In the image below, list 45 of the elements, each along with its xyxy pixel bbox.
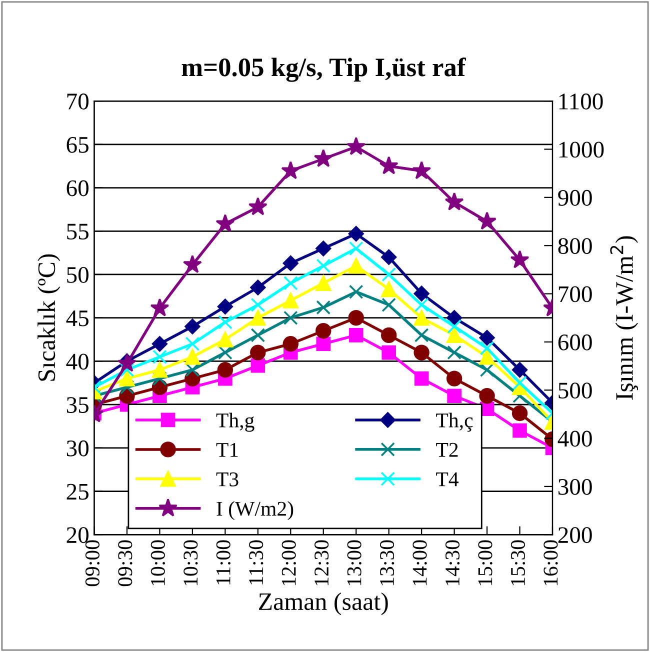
y-axis-title: Sıcaklık (ºC) [38,254,60,381]
x-tick-label: 11:00 [216,540,230,584]
legend-label: T4 [436,472,459,486]
x-tick-label: 14:30 [445,540,460,586]
chart-title: m=0.05 kg/s, Tip I,üst raf [182,57,466,82]
y-tick-label: 50 [67,266,88,283]
x-tick-label: 12:30 [314,540,329,586]
y2-tick-label: 800 [558,238,592,254]
y-tick-label: 70 [67,94,88,110]
y-tick-label: 30 [66,440,88,456]
x-tick-label: 13:30 [380,540,394,586]
x-tick-label: 15:30 [510,540,526,586]
y-tick-label: 25 [66,484,88,500]
x-tick-label: 10:30 [184,540,198,586]
y2-tick-label: 1000 [559,142,604,158]
legend-label: T3 [216,472,238,486]
y2-tick-label: 600 [558,334,592,350]
y2-tick-label: 700 [558,286,592,302]
x-axis-title: Zaman (saat) [258,592,388,616]
legend-label: Th,g [216,412,254,432]
x-tick-label: 10:00 [150,540,166,586]
y-tick-label: 55 [67,224,88,240]
y-tick-label: 65 [66,136,88,153]
legend-label: T2 [436,442,458,457]
y2-tick-label: 1100 [559,94,603,110]
legend-label: I (W/m2) [216,501,294,520]
y-tick-label: 40 [66,354,88,370]
y2-axis-title: Işınım (I-W/m$^{2}$) [610,236,638,400]
y2-tick-label: 500 [558,382,592,399]
y-tick-label: 60 [66,180,88,196]
y-tick-label: 45 [66,310,88,326]
legend-label: Th,ç [436,412,473,432]
x-tick-label: 11:30 [249,540,264,584]
x-tick-label: 16:00 [544,540,558,586]
x-tick-label: 13:00 [347,540,362,586]
y2-tick-label: 200 [558,527,592,544]
legend-label: T1 [216,442,238,457]
x-tick-label: 09:30 [118,540,132,586]
x-tick-label: 14:00 [412,540,427,586]
y-tick-label: 35 [66,397,88,413]
x-tick-label: 12:00 [282,540,296,586]
y2-tick-label: 400 [558,430,592,447]
y2-tick-label: 300 [558,478,592,495]
y2-tick-label: 900 [558,190,592,206]
x-tick-label: 15:00 [478,540,492,586]
